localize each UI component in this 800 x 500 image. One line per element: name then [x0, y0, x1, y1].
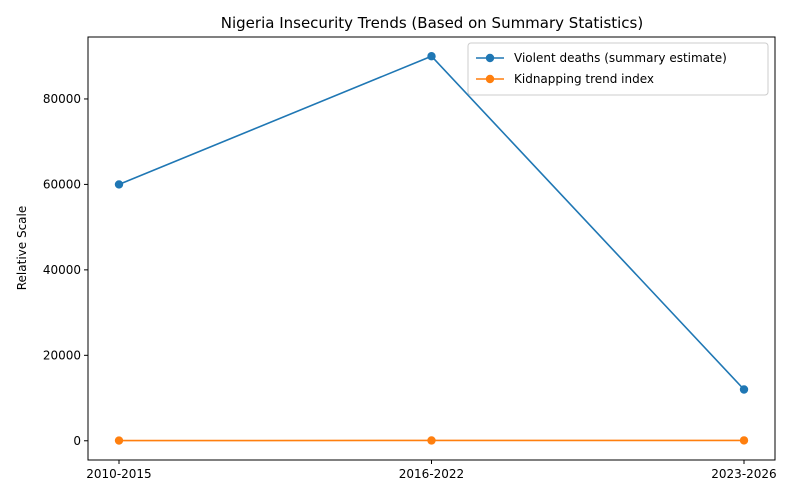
- legend-label: Violent deaths (summary estimate): [514, 51, 727, 65]
- data-point: [114, 180, 124, 189]
- plot-area: [114, 52, 749, 445]
- legend-label: Kidnapping trend index: [514, 72, 654, 86]
- x-tick-label: 2010-2015: [86, 467, 151, 481]
- data-point: [427, 436, 436, 445]
- x-tick-label: 2023-2026: [711, 467, 776, 481]
- series-1: [114, 52, 749, 394]
- y-axis: 0 20000 40000 60000 80000: [43, 92, 88, 448]
- y-tick-label: 80000: [43, 92, 81, 106]
- data-point: [114, 436, 124, 445]
- legend: Violent deaths (summary estimate) Kidnapp…: [467, 42, 769, 96]
- legend-item: Kidnapping trend index: [476, 72, 654, 86]
- data-point: [427, 52, 436, 61]
- y-tick-label: 40000: [43, 263, 81, 277]
- legend-item: Violent deaths (summary estimate): [476, 51, 727, 65]
- data-point: [739, 385, 749, 394]
- x-tick-label: 2016-2022: [399, 467, 464, 481]
- legend-marker: [485, 53, 495, 63]
- y-tick-label: 0: [73, 434, 81, 448]
- chart-title: Nigeria Insecurity Trends (Based on Summ…: [221, 14, 643, 32]
- legend-box: [467, 42, 769, 96]
- data-point: [739, 436, 749, 445]
- legend-marker: [485, 74, 495, 84]
- y-tick-label: 60000: [43, 177, 81, 191]
- y-axis-label: Relative Scale: [15, 206, 29, 291]
- x-axis: 2010-2015 2016-2022 2023-2026: [86, 460, 777, 481]
- series-2: [114, 436, 749, 445]
- y-tick-label: 20000: [43, 348, 81, 362]
